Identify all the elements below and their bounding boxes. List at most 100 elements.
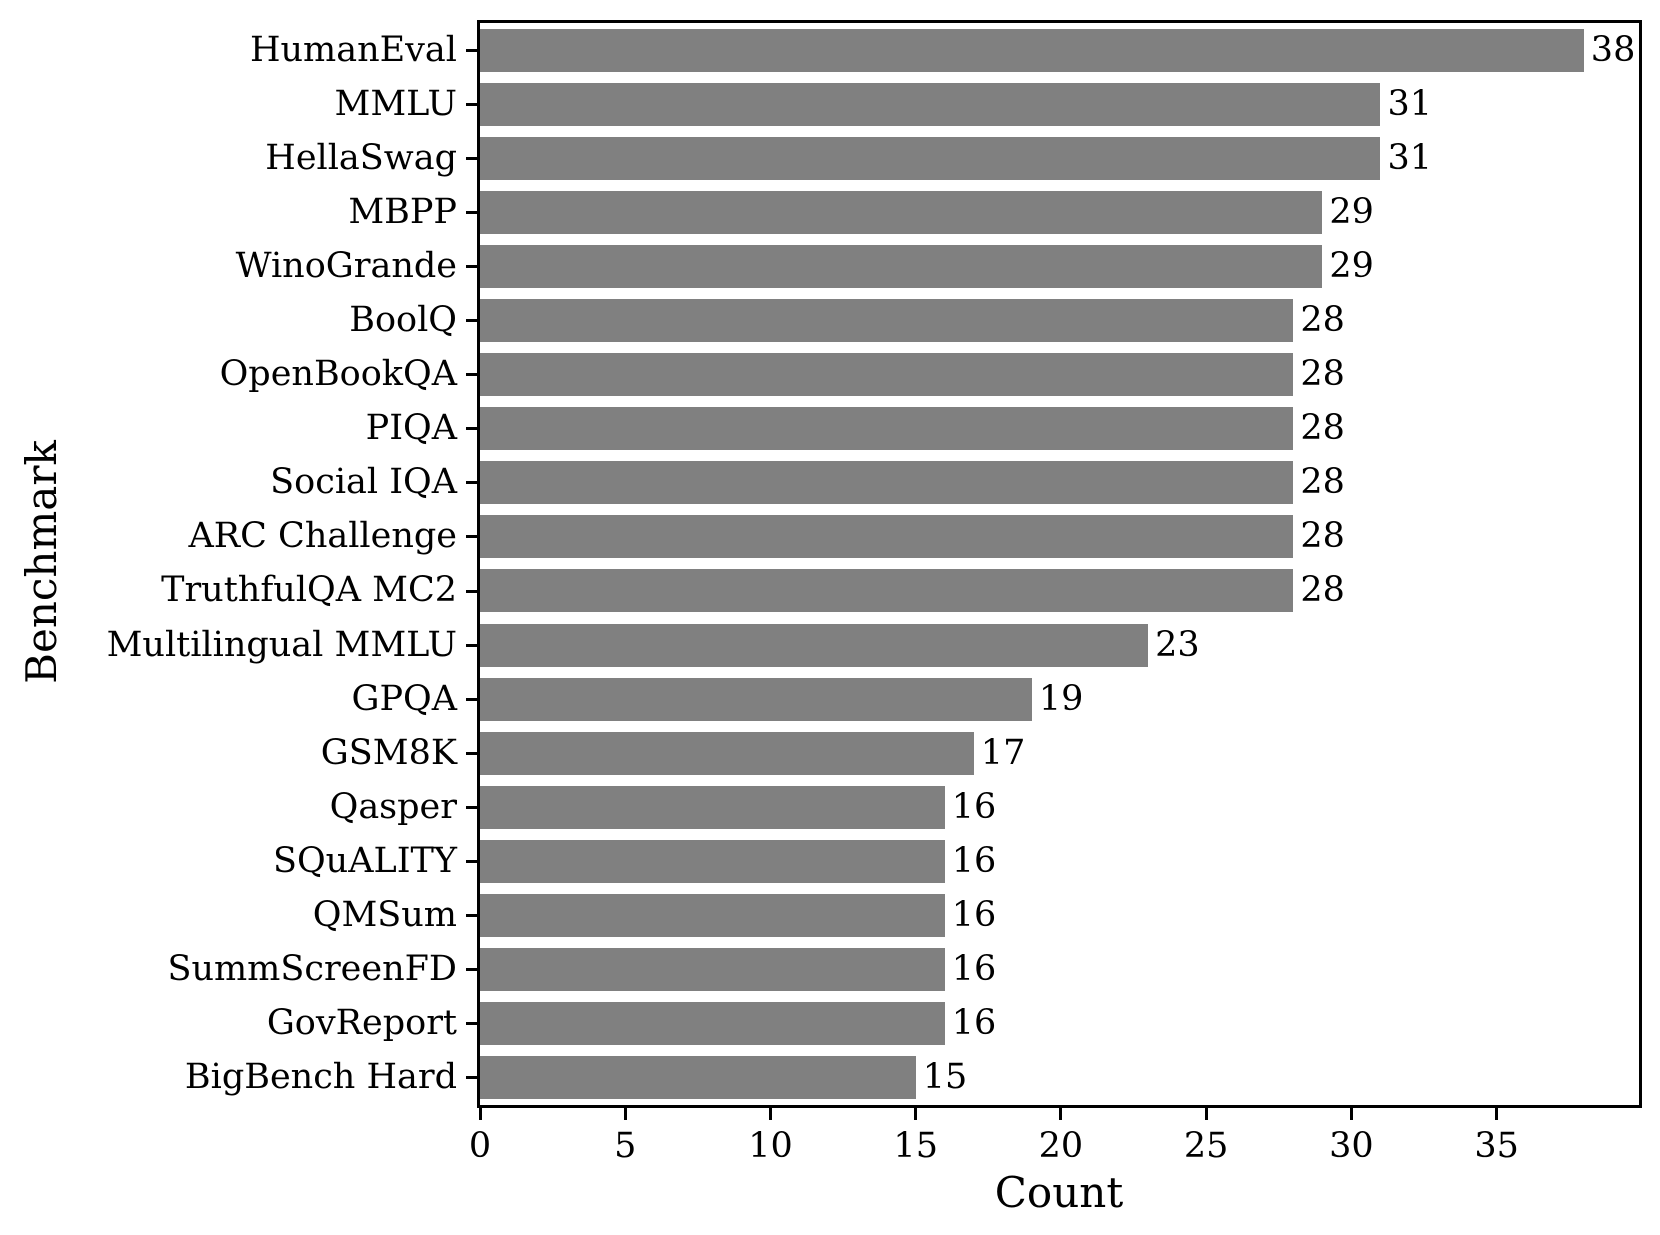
bar xyxy=(480,136,1381,180)
bar-value-label: 19 xyxy=(1038,678,1084,719)
x-tick-label: 30 xyxy=(1329,1126,1374,1166)
bar-value-label: 17 xyxy=(980,732,1026,773)
bar-row: 16 xyxy=(480,889,1639,943)
x-tick-label: 10 xyxy=(748,1126,793,1166)
bar-value-label: 28 xyxy=(1300,570,1345,611)
plot-area: 38 31 31 29 29 28 28 28 28 28 28 23 19 17 16 16 16 16 16 15 xyxy=(477,20,1642,1108)
y-tick-mark xyxy=(466,805,477,809)
y-tick-mark xyxy=(466,319,477,323)
x-tick-label: 5 xyxy=(614,1126,637,1166)
bar-value-label: 16 xyxy=(951,949,997,990)
bar-value-label: 23 xyxy=(1155,624,1200,665)
bar xyxy=(480,623,1149,667)
category-label: ARC Challenge xyxy=(188,516,457,557)
category-label: SummScreenFD xyxy=(167,949,457,990)
y-tick-mark xyxy=(466,643,477,647)
y-tick-mark xyxy=(466,535,477,539)
bar xyxy=(480,785,945,829)
y-tick-mark xyxy=(466,697,477,701)
bar xyxy=(480,353,1294,397)
category-label: SQuALITY xyxy=(272,840,457,881)
bar-row: 16 xyxy=(480,997,1639,1051)
y-tick-mark xyxy=(466,427,477,431)
bar-row: 16 xyxy=(480,834,1639,888)
x-tick-mark xyxy=(1349,1108,1353,1120)
category-label: MMLU xyxy=(334,83,458,124)
category-label: HellaSwag xyxy=(265,137,457,178)
category-label: QMSum xyxy=(312,895,457,936)
bar xyxy=(480,948,945,992)
bar-row: 28 xyxy=(480,348,1639,402)
y-tick-mark xyxy=(466,914,477,918)
y-tick-mark xyxy=(466,968,477,972)
x-tick-mark xyxy=(1204,1108,1208,1120)
y-tick-mark xyxy=(466,481,477,485)
y-tick-mark xyxy=(466,48,477,52)
category-label: GSM8K xyxy=(320,732,457,773)
x-tick-mark xyxy=(768,1108,772,1120)
y-tick-mark xyxy=(466,860,477,864)
bar-row: 23 xyxy=(480,618,1639,672)
bar-row: 16 xyxy=(480,943,1639,997)
category-label: TruthfulQA MC2 xyxy=(161,570,457,611)
x-tick-mark xyxy=(914,1108,918,1120)
x-tick-label: 35 xyxy=(1474,1126,1519,1166)
category-label: HumanEval xyxy=(249,29,457,70)
bar xyxy=(480,839,945,883)
bar-value-label: 28 xyxy=(1300,354,1345,395)
x-tick-mark xyxy=(478,1108,482,1120)
bar-value-label: 29 xyxy=(1329,245,1374,286)
bar-row: 17 xyxy=(480,726,1639,780)
bar xyxy=(480,407,1294,451)
bar-row: 31 xyxy=(480,131,1639,185)
bar xyxy=(480,1002,945,1046)
bar-value-label: 28 xyxy=(1300,300,1345,341)
x-tick-label: 20 xyxy=(1038,1126,1084,1166)
y-tick-mark xyxy=(466,210,477,214)
bar-value-label: 29 xyxy=(1329,191,1374,232)
y-tick-mark xyxy=(466,102,477,106)
category-label: OpenBookQA xyxy=(219,354,457,395)
bar xyxy=(480,569,1294,613)
bar-row: 15 xyxy=(480,1051,1639,1105)
category-label: BoolQ xyxy=(349,300,457,341)
bar-row: 38 xyxy=(480,23,1639,77)
x-tick-label: 0 xyxy=(468,1126,492,1166)
bar-value-label: 28 xyxy=(1300,462,1345,503)
bar xyxy=(480,515,1294,559)
bar xyxy=(480,677,1032,721)
x-tick-mark xyxy=(1495,1108,1499,1120)
category-label: MBPP xyxy=(348,191,457,232)
bar-value-label: 16 xyxy=(951,786,997,827)
y-tick-mark xyxy=(466,264,477,268)
bar-value-label: 16 xyxy=(951,1003,997,1044)
bar-row: 28 xyxy=(480,293,1639,347)
bar-row: 31 xyxy=(480,77,1639,131)
bar-value-label: 16 xyxy=(951,840,997,881)
category-label: GovReport xyxy=(266,1003,457,1044)
bar-value-label: 15 xyxy=(922,1057,968,1098)
bar-value-label: 28 xyxy=(1300,516,1345,557)
bar xyxy=(480,1056,916,1100)
y-tick-mark xyxy=(466,1022,477,1026)
x-axis-label: Count xyxy=(994,1168,1124,1217)
y-tick-mark xyxy=(466,751,477,755)
category-label: BigBench Hard xyxy=(184,1057,457,1098)
category-label: PIQA xyxy=(365,408,457,449)
bar-row: 28 xyxy=(480,510,1639,564)
bar xyxy=(480,190,1323,234)
bar-row: 19 xyxy=(480,672,1639,726)
bar-value-label: 31 xyxy=(1387,83,1433,124)
y-tick-mark xyxy=(466,156,477,160)
bars-container: 38 31 31 29 29 28 28 28 28 28 28 23 19 17 16 16 16 16 16 15 xyxy=(480,23,1639,1105)
y-tick-mark xyxy=(466,1076,477,1080)
bar xyxy=(480,299,1294,343)
bar-row: 28 xyxy=(480,564,1639,618)
bar-row: 29 xyxy=(480,239,1639,293)
bar-value-label: 16 xyxy=(951,895,997,936)
bar xyxy=(480,731,974,775)
category-label: WinoGrande xyxy=(235,245,457,286)
category-label: GPQA xyxy=(351,678,457,719)
x-tick-label: 15 xyxy=(893,1126,938,1166)
